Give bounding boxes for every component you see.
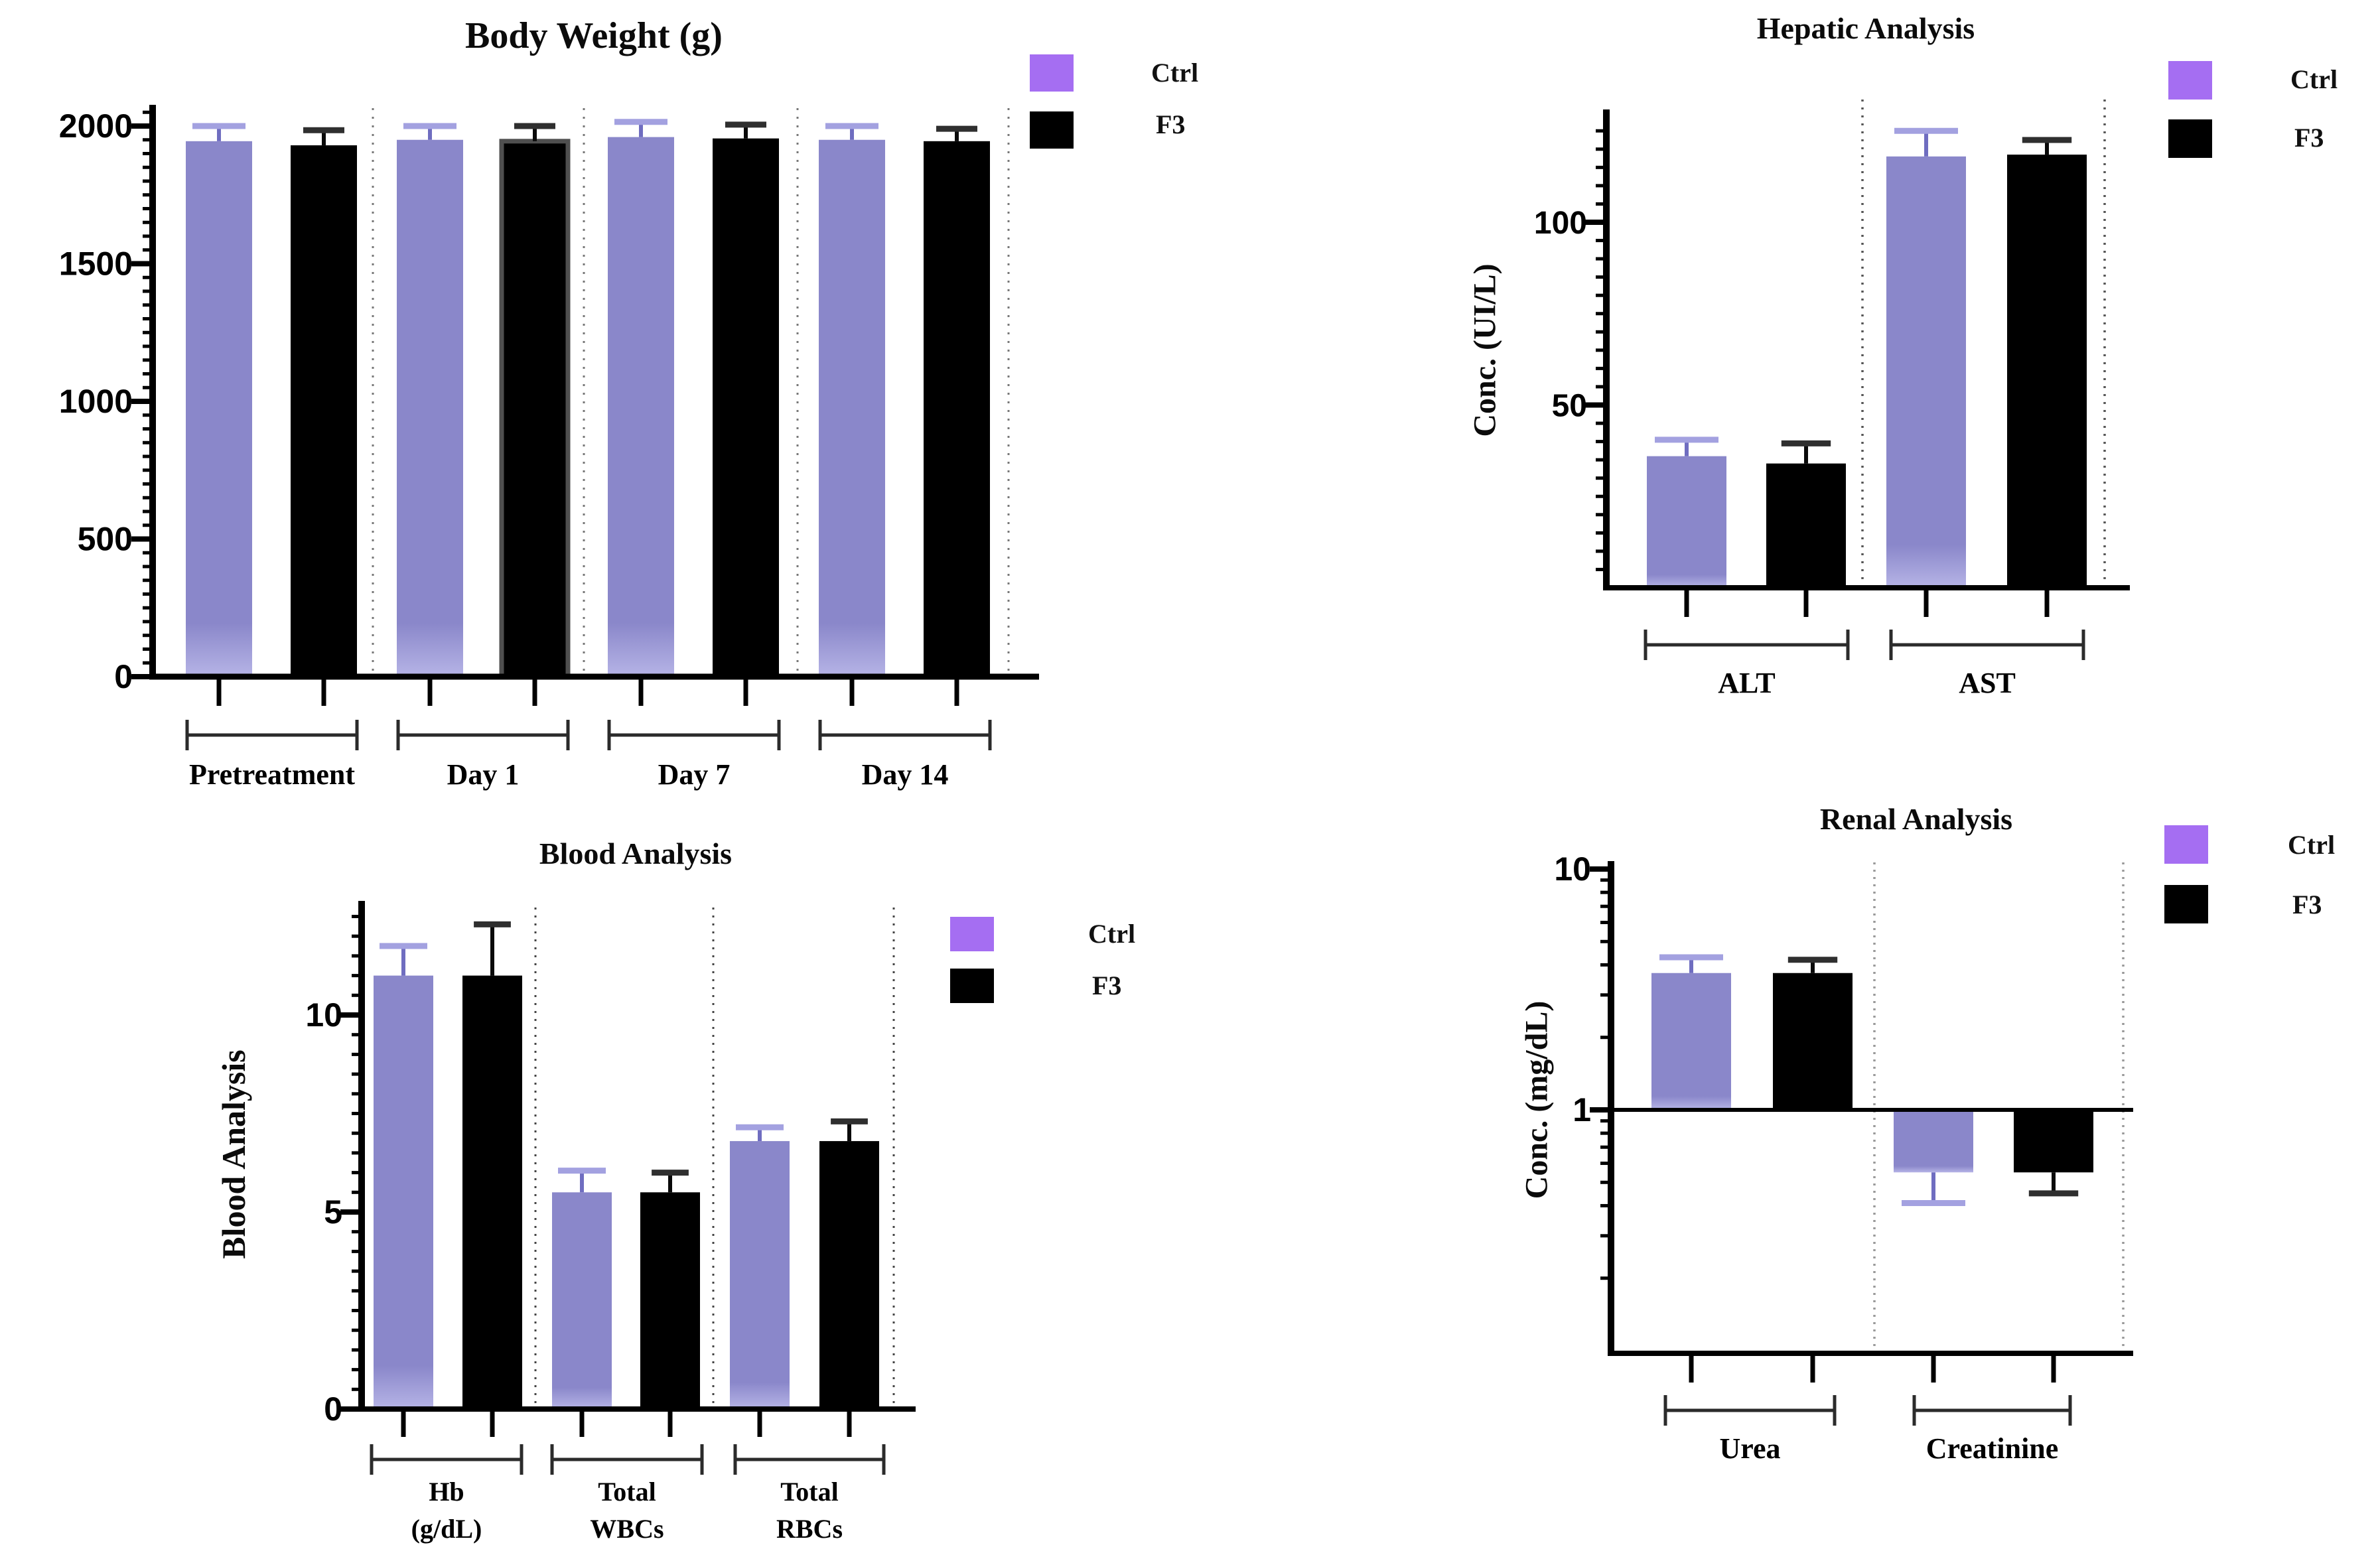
y-tick-label: 1 bbox=[1573, 1091, 1591, 1128]
legend-label-ctrl: Ctrl bbox=[2290, 64, 2338, 94]
bar-ctrl bbox=[1894, 1110, 1973, 1173]
category-label: Day 1 bbox=[447, 758, 520, 791]
bar-f3 bbox=[1773, 973, 1853, 1110]
category-label: AST bbox=[1959, 667, 2016, 699]
blood-y-axis-label: Blood Analysis bbox=[215, 1049, 252, 1259]
bar-ctrl bbox=[397, 139, 463, 677]
bar-ctrl bbox=[374, 975, 433, 1409]
legend-swatch-ctrl bbox=[2168, 61, 2212, 100]
legend-swatch-ctrl bbox=[2164, 825, 2208, 864]
bar-f3 bbox=[291, 145, 357, 677]
legend-swatch-f3 bbox=[950, 969, 994, 1003]
bar-ctrl bbox=[1886, 156, 1966, 588]
y-tick-label: 0 bbox=[114, 658, 133, 695]
legend-label-ctrl: Ctrl bbox=[1088, 919, 1136, 949]
y-tick-label: 500 bbox=[78, 521, 133, 558]
legend-label-f3: F3 bbox=[1156, 109, 1186, 139]
category-label: Pretreatment bbox=[189, 758, 355, 791]
bar-ctrl bbox=[552, 1192, 612, 1409]
category-label: Hb bbox=[429, 1477, 464, 1507]
renal-title: Renal Analysis bbox=[1819, 802, 2013, 836]
blood-title: Blood Analysis bbox=[539, 837, 733, 870]
legend-swatch-f3 bbox=[2168, 119, 2212, 158]
body-weight-title: Body Weight (g) bbox=[465, 15, 723, 56]
category-label: RBCs bbox=[776, 1514, 843, 1544]
y-tick-label: 10 bbox=[305, 996, 342, 1034]
bar-f3 bbox=[924, 141, 990, 677]
category-label: Total bbox=[598, 1477, 656, 1507]
y-tick-label: 1000 bbox=[59, 383, 133, 420]
y-tick-label: 2000 bbox=[59, 107, 133, 145]
legend-label-ctrl: Ctrl bbox=[1151, 58, 1199, 88]
legend-swatch-f3 bbox=[1030, 111, 1074, 149]
hepatic-title: Hepatic Analysis bbox=[1756, 11, 1975, 45]
category-label: WBCs bbox=[590, 1514, 664, 1544]
hepatic-y-axis-label: Conc. (UI/L) bbox=[1467, 263, 1503, 437]
category-label: Day 7 bbox=[658, 758, 731, 791]
bar-ctrl bbox=[819, 139, 885, 677]
bar-f3 bbox=[640, 1192, 700, 1409]
bar-ctrl bbox=[730, 1141, 790, 1409]
bar-ctrl bbox=[1651, 973, 1731, 1110]
y-tick-label: 1500 bbox=[59, 245, 133, 283]
category-label: Day 14 bbox=[862, 758, 949, 791]
y-tick-label: 50 bbox=[1552, 389, 1587, 424]
category-label: Total bbox=[780, 1477, 838, 1507]
bar-ctrl bbox=[608, 137, 674, 677]
bar-f3 bbox=[499, 139, 571, 679]
category-label: Urea bbox=[1719, 1432, 1780, 1465]
bar-ctrl bbox=[186, 141, 252, 677]
bar-f3 bbox=[819, 1141, 879, 1409]
renal-y-axis-label: Conc. (mg/dL) bbox=[1519, 1000, 1555, 1199]
bar-f3 bbox=[462, 975, 522, 1409]
legend-label-f3: F3 bbox=[1092, 971, 1122, 1000]
category-label: (g/dL) bbox=[411, 1514, 482, 1544]
y-tick-label: 0 bbox=[324, 1390, 342, 1428]
bar-f3 bbox=[713, 138, 779, 677]
category-label: ALT bbox=[1718, 667, 1775, 699]
legend-label-f3: F3 bbox=[2292, 890, 2322, 919]
bar-ctrl bbox=[1647, 456, 1726, 588]
legend-swatch-ctrl bbox=[1030, 54, 1074, 92]
legend-label-ctrl: Ctrl bbox=[2288, 830, 2336, 860]
bar-f3 bbox=[1766, 463, 1846, 588]
category-label: Creatinine bbox=[1926, 1432, 2059, 1465]
y-tick-label: 5 bbox=[324, 1193, 342, 1231]
y-tick-label: 100 bbox=[1534, 206, 1587, 241]
legend-swatch-f3 bbox=[2164, 885, 2208, 923]
legend-label-f3: F3 bbox=[2294, 123, 2324, 153]
bar-f3 bbox=[2007, 155, 2087, 588]
legend-swatch-ctrl bbox=[950, 917, 994, 951]
bar-f3 bbox=[2014, 1110, 2093, 1173]
y-tick-label: 10 bbox=[1554, 850, 1591, 888]
